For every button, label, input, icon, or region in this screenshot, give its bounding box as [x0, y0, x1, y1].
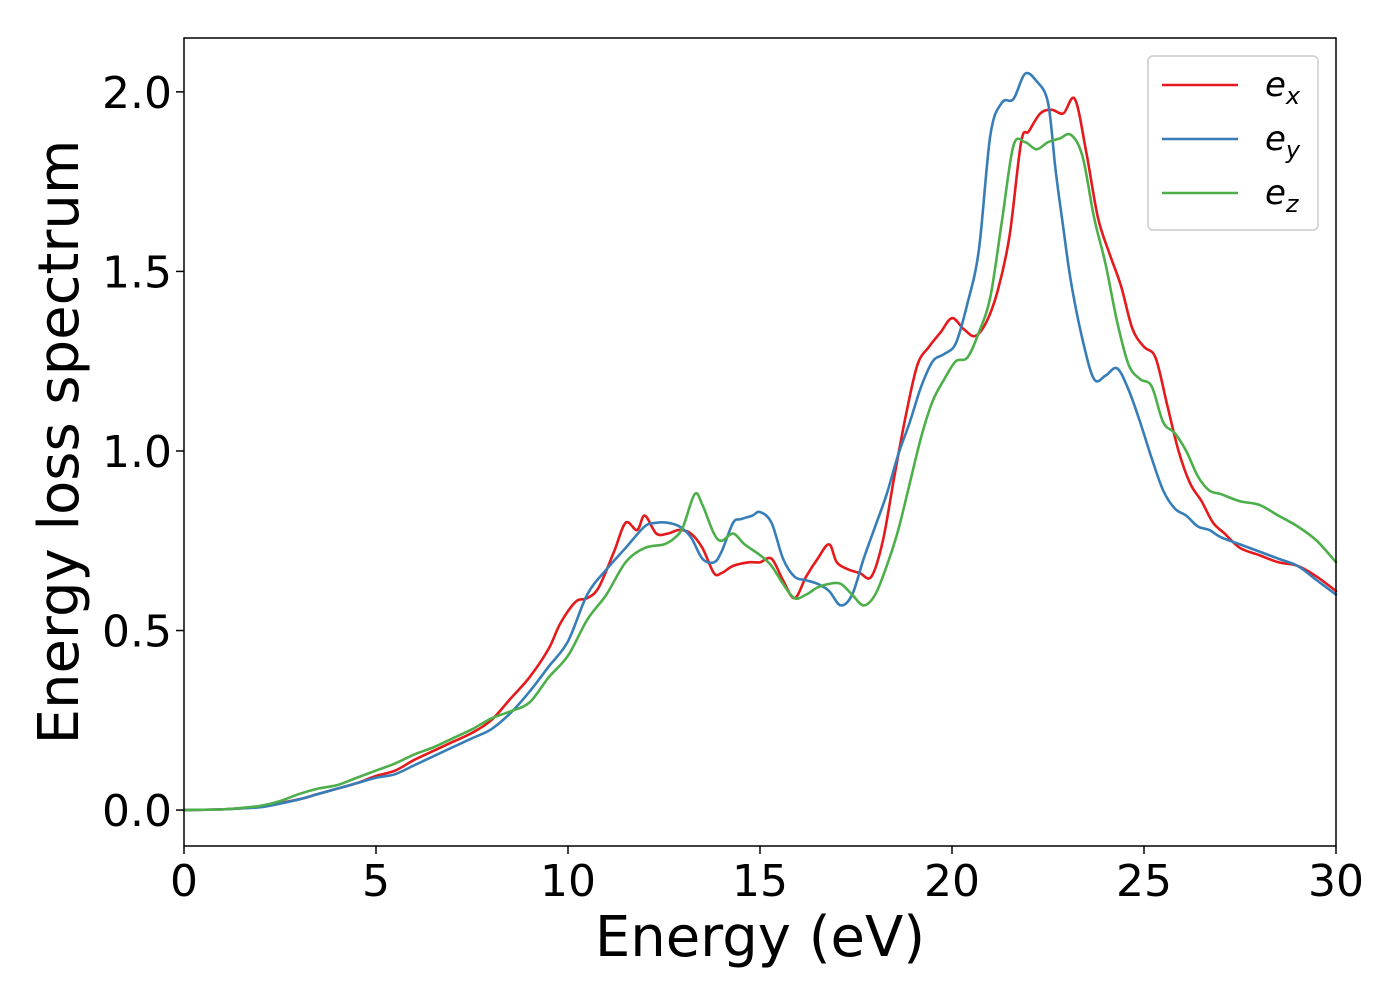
series-line-z [182, 132, 1338, 812]
x-tick-label: 25 [1116, 856, 1172, 907]
y-tick-label: 1.5 [102, 247, 172, 298]
x-axis-title: Energy (eV) [595, 905, 925, 970]
x-tick-label: 0 [170, 856, 198, 907]
y-tick-label: 2.0 [102, 68, 172, 119]
legend-subscript-z: z [1285, 190, 1300, 218]
series-layer [182, 71, 1338, 812]
x-tick-label: 15 [732, 856, 788, 907]
legend-subscript-x: x [1285, 82, 1301, 110]
y-axis-title: Energy loss spectrum [27, 140, 92, 745]
x-tick-label: 10 [540, 856, 596, 907]
y-ticks: 0.0 0.5 1.0 1.5 2.0 [102, 68, 184, 837]
x-tick-label: 30 [1308, 856, 1364, 907]
series-line-x [182, 96, 1338, 812]
legend-subscript-y: y [1285, 136, 1301, 164]
series-line-y [182, 71, 1338, 812]
y-tick-label: 1.0 [102, 427, 172, 478]
plot-background [184, 38, 1336, 846]
legend-box [1147, 55, 1319, 231]
y-tick-label: 0.0 [102, 786, 172, 837]
x-ticks: 0 5 10 15 20 25 30 [170, 846, 1364, 907]
x-tick-label: 5 [362, 856, 390, 907]
x-tick-label: 20 [924, 856, 980, 907]
y-tick-label: 0.5 [102, 607, 172, 658]
